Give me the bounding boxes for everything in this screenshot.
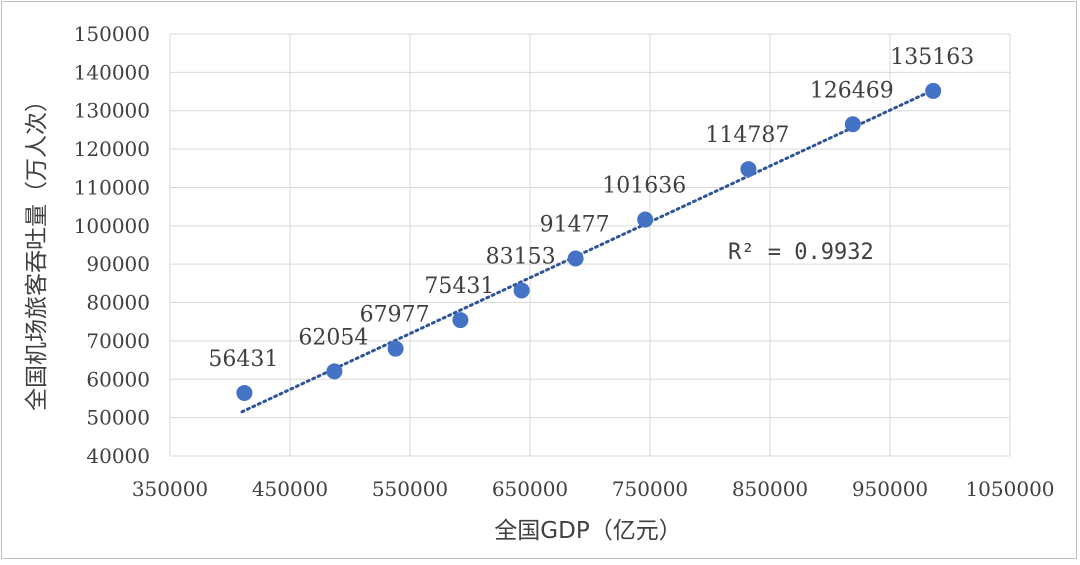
- x-tick-label: 450000: [252, 477, 328, 501]
- data-label: 135163: [890, 45, 974, 70]
- data-point: [925, 82, 942, 99]
- data-label: 56431: [208, 347, 278, 372]
- x-tick-label: 1050000: [965, 477, 1054, 501]
- data-label: 62054: [298, 325, 368, 350]
- trendline: [240, 91, 928, 414]
- data-points: [236, 82, 942, 401]
- data-point: [567, 250, 584, 267]
- y-tick-label: 140000: [74, 60, 150, 84]
- data-label: 83153: [486, 244, 556, 269]
- data-point: [236, 384, 253, 401]
- x-tick-label: 750000: [612, 477, 688, 501]
- data-label: 91477: [540, 213, 610, 238]
- y-tick-label: 60000: [86, 367, 150, 391]
- x-tick-label: 950000: [852, 477, 928, 501]
- data-label: 126469: [810, 78, 894, 103]
- x-tick-label: 850000: [732, 477, 808, 501]
- y-tick-label: 120000: [74, 137, 150, 161]
- x-tick-label: 550000: [372, 477, 448, 501]
- x-tick-label: 650000: [492, 477, 568, 501]
- r-squared-label: R² = 0.9932: [728, 240, 874, 265]
- data-label: 75431: [424, 274, 494, 299]
- data-point: [513, 282, 530, 299]
- data-point: [740, 161, 757, 178]
- x-axis-title: 全国GDP（亿元）: [494, 518, 681, 544]
- x-tick-label: 350000: [132, 477, 208, 501]
- y-tick-label: 130000: [74, 99, 150, 123]
- y-tick-label: 70000: [86, 329, 150, 353]
- y-tick-label: 40000: [86, 444, 150, 468]
- y-tick-label: 90000: [86, 252, 150, 276]
- y-tick-label: 50000: [86, 406, 150, 430]
- y-tick-label: 80000: [86, 291, 150, 315]
- data-point: [452, 312, 469, 329]
- y-axis-title: 全国机场旅客吞吐量（万人次）: [24, 89, 50, 411]
- y-tick-label: 110000: [74, 175, 150, 199]
- data-point: [326, 363, 343, 380]
- x-axis-ticks: 350000 450000 550000 650000 750000 850000 9500…: [132, 477, 1055, 501]
- data-point: [387, 340, 404, 357]
- y-tick-label: 150000: [74, 22, 150, 46]
- y-axis-ticks: 40000 50000 60000 70000 80000 90000 100000 1100…: [74, 22, 150, 468]
- data-label: 114787: [705, 123, 789, 148]
- data-point: [844, 116, 861, 133]
- data-label: 67977: [360, 303, 430, 328]
- y-tick-label: 100000: [74, 214, 150, 238]
- grid-lines: [169, 33, 1011, 457]
- data-point: [637, 211, 654, 228]
- data-label: 101636: [602, 174, 686, 199]
